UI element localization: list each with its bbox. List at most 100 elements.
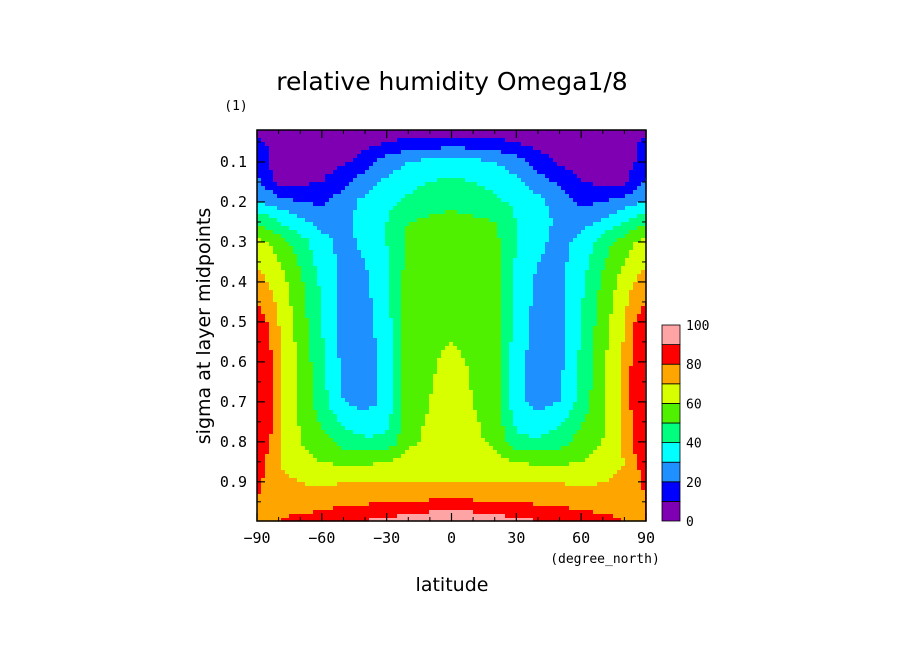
field-cell	[277, 194, 282, 199]
field-cell	[445, 166, 450, 171]
field-cell	[313, 170, 318, 175]
field-cell	[277, 202, 282, 207]
field-cell	[633, 322, 638, 327]
field-cell	[393, 194, 398, 199]
field-cell	[465, 190, 470, 195]
field-cell	[637, 210, 642, 215]
field-cell	[601, 206, 606, 211]
field-cell	[365, 266, 370, 271]
field-cell	[641, 274, 646, 279]
field-cell	[409, 178, 414, 183]
field-cell	[313, 166, 318, 171]
field-cell	[513, 194, 518, 199]
field-cell	[409, 254, 414, 259]
field-cell	[297, 206, 302, 211]
field-cell	[453, 182, 458, 187]
field-cell	[365, 282, 370, 287]
field-cell	[549, 258, 554, 263]
field-cell	[377, 218, 382, 223]
field-cell	[357, 262, 362, 267]
field-cell	[373, 286, 378, 291]
field-cell	[553, 322, 558, 327]
field-cell	[413, 250, 418, 255]
field-cell	[381, 310, 386, 315]
field-cell	[585, 270, 590, 275]
field-cell	[289, 210, 294, 215]
field-cell	[281, 302, 286, 307]
field-cell	[501, 302, 506, 307]
field-cell	[321, 274, 326, 279]
field-cell	[613, 194, 618, 199]
field-cell	[565, 302, 570, 307]
field-cell	[565, 246, 570, 251]
field-cell	[641, 198, 646, 203]
field-cell	[561, 326, 566, 331]
field-cell	[497, 274, 502, 279]
field-cell	[393, 294, 398, 299]
field-cell	[493, 146, 498, 151]
field-cell	[569, 270, 574, 275]
field-cell	[633, 254, 638, 259]
field-cell	[305, 230, 310, 235]
field-cell	[337, 222, 342, 227]
field-cell	[529, 182, 534, 187]
field-cell	[637, 146, 642, 151]
field-cell	[293, 262, 298, 267]
field-cell	[289, 294, 294, 299]
field-cell	[537, 318, 542, 323]
field-cell	[485, 166, 490, 171]
field-cell	[285, 326, 290, 331]
field-cell	[425, 154, 430, 159]
field-cell	[537, 242, 542, 247]
field-cell	[609, 214, 614, 219]
field-cell	[465, 266, 470, 271]
field-cell	[389, 150, 394, 155]
field-cell	[525, 310, 530, 315]
field-cell	[417, 178, 422, 183]
field-cell	[525, 154, 530, 159]
field-cell	[557, 142, 562, 147]
field-cell	[461, 234, 466, 239]
field-cell	[513, 214, 518, 219]
field-cell	[557, 294, 562, 299]
field-cell	[585, 162, 590, 167]
field-cell	[281, 314, 286, 319]
field-cell	[477, 318, 482, 323]
field-cell	[581, 270, 586, 275]
field-cell	[505, 226, 510, 231]
field-cell	[497, 286, 502, 291]
field-cell	[449, 202, 454, 207]
field-cell	[525, 198, 530, 203]
field-cell	[273, 278, 278, 283]
field-cell	[317, 326, 322, 331]
field-cell	[277, 174, 282, 179]
field-cell	[629, 242, 634, 247]
field-cell	[313, 174, 318, 179]
field-cell	[525, 322, 530, 327]
field-cell	[297, 130, 302, 135]
field-cell	[565, 194, 570, 199]
field-cell	[633, 230, 638, 235]
field-cell	[533, 262, 538, 267]
field-cell	[437, 234, 442, 239]
field-cell	[601, 178, 606, 183]
field-cell	[545, 282, 550, 287]
field-cell	[377, 194, 382, 199]
field-cell	[337, 242, 342, 247]
field-cell	[529, 286, 534, 291]
field-cell	[409, 286, 414, 291]
field-cell	[361, 310, 366, 315]
field-cell	[465, 306, 470, 311]
field-cell	[425, 178, 430, 183]
field-cell	[281, 258, 286, 263]
field-cell	[417, 190, 422, 195]
field-cell	[589, 166, 594, 171]
field-cell	[433, 174, 438, 179]
field-cell	[589, 246, 594, 251]
field-cell	[337, 202, 342, 207]
field-cell	[585, 290, 590, 295]
field-cell	[345, 318, 350, 323]
field-cell	[389, 130, 394, 135]
field-cell	[421, 258, 426, 263]
field-cell	[453, 210, 458, 215]
